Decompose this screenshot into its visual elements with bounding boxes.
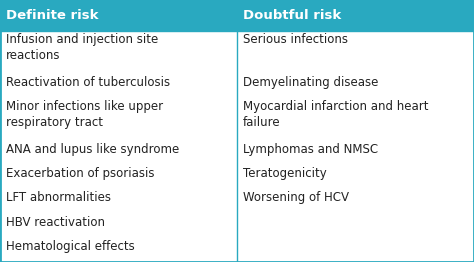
Bar: [0, 0, 474, 31]
Text: Teratogenicity: Teratogenicity: [243, 167, 327, 180]
Text: Worsening of HCV: Worsening of HCV: [243, 192, 349, 204]
Text: Hematological effects: Hematological effects: [6, 240, 135, 253]
Text: HBV reactivation: HBV reactivation: [6, 216, 105, 229]
Text: LFT abnormalities: LFT abnormalities: [6, 192, 111, 204]
Text: Definite risk: Definite risk: [6, 9, 99, 22]
Text: Exacerbation of psoriasis: Exacerbation of psoriasis: [6, 167, 155, 180]
Text: Myocardial infarction and heart
failure: Myocardial infarction and heart failure: [243, 100, 428, 129]
Text: Infusion and injection site
reactions: Infusion and injection site reactions: [6, 33, 158, 62]
Text: ANA and lupus like syndrome: ANA and lupus like syndrome: [6, 143, 180, 156]
Text: Reactivation of tuberculosis: Reactivation of tuberculosis: [6, 76, 170, 89]
Text: Lymphomas and NMSC: Lymphomas and NMSC: [243, 143, 378, 156]
Text: Serious infections: Serious infections: [243, 33, 348, 46]
Text: Minor infections like upper
respiratory tract: Minor infections like upper respiratory …: [6, 100, 163, 129]
Text: Demyelinating disease: Demyelinating disease: [243, 76, 379, 89]
Text: Doubtful risk: Doubtful risk: [243, 9, 341, 22]
